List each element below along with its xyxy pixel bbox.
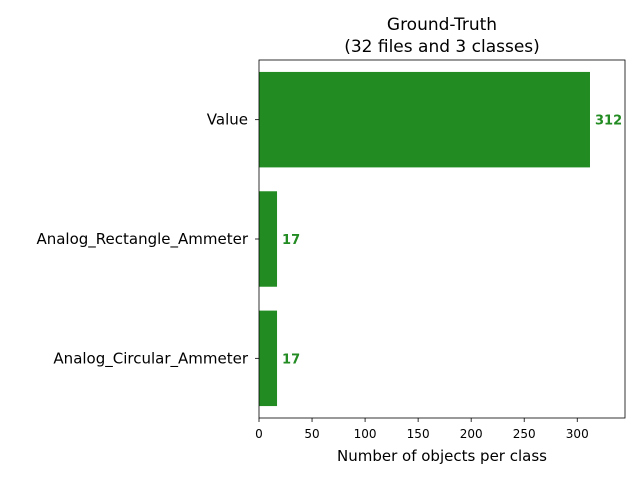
- x-tick-label-5: 250: [513, 427, 536, 441]
- x-axis-label: Number of objects per class: [337, 447, 547, 465]
- y-tick-label-1: Analog_Rectangle_Ammeter: [36, 230, 248, 249]
- data-label-2: 17: [282, 352, 300, 367]
- x-tick-label-1: 50: [304, 427, 319, 441]
- x-tick-label-0: 0: [255, 427, 263, 441]
- x-tick-label-6: 300: [566, 427, 589, 441]
- bar-0: [259, 71, 590, 168]
- bar-2: [259, 310, 278, 407]
- data-label-0: 312: [595, 114, 622, 129]
- plot-frame: [258, 59, 626, 419]
- bar-1: [259, 191, 278, 287]
- chart-title-line-1: Ground-Truth: [387, 15, 497, 35]
- data-label-1: 17: [282, 233, 300, 248]
- x-tick-label-2: 100: [354, 427, 377, 441]
- x-tick-label-4: 200: [460, 427, 483, 441]
- bars-group: 312 17 17: [259, 71, 622, 407]
- y-tick-label-0: Value: [207, 111, 248, 129]
- y-tick-label-2: Analog_Circular_Ammeter: [53, 349, 248, 368]
- chart-title-line-2: (32 files and 3 classes): [344, 37, 540, 57]
- axes-group: Value Analog_Rectangle_Ammeter Analog_Circ…: [36, 59, 626, 441]
- x-tick-label-3: 150: [407, 427, 430, 441]
